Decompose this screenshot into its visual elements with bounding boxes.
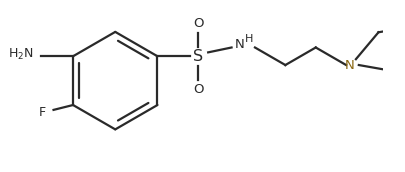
Text: S: S <box>193 49 203 64</box>
Text: H$_2$N: H$_2$N <box>9 47 34 62</box>
Text: F: F <box>38 106 46 119</box>
Text: O: O <box>193 17 203 30</box>
Text: H: H <box>244 34 253 44</box>
Text: N: N <box>344 58 354 72</box>
Text: O: O <box>193 83 203 96</box>
Text: N: N <box>234 38 244 51</box>
